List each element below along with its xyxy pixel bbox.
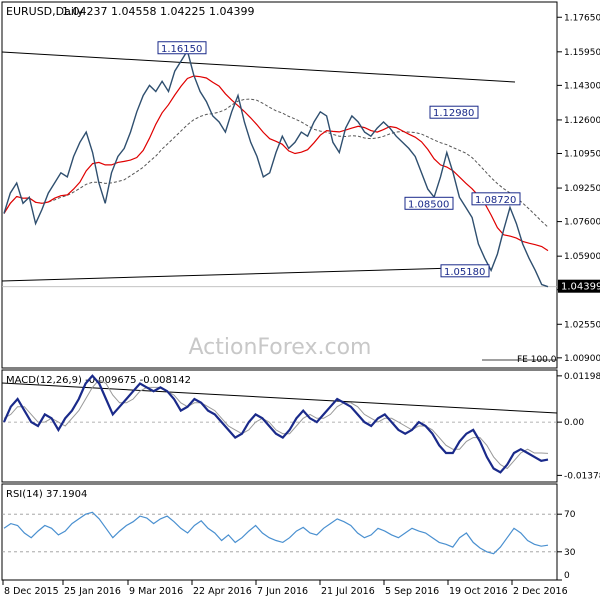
price-label-box: [404, 196, 454, 210]
rsi-y-tick-label: 0: [564, 571, 570, 581]
x-tick-label: 22 Apr 2016: [193, 586, 252, 597]
price-y-tick-label: 1.07600: [564, 218, 600, 228]
price-y-tick-label: 1.00900: [564, 354, 600, 364]
x-tick-label: 7 Jun 2016: [257, 586, 308, 597]
macd-series: [2, 374, 549, 474]
x-axis-ticks: 8 Dec 2015 25 Jan 2016 9 Mar 2016 22 Apr 20…: [2, 580, 568, 597]
price-labels: 1.16150 1.12980 1.08500 1.08720 1.05180: [157, 41, 521, 278]
x-tick-label: 19 Oct 2016: [449, 586, 508, 597]
price-panel-frame: [1, 1, 558, 369]
price-y-tick-label: 1.15950: [564, 48, 600, 58]
fe-annotation: FE 100.0: [517, 355, 557, 365]
macd-y-ticks: 0.011982 0.00 -0.013788: [2, 372, 600, 481]
price-y-tick-label: 1.09250: [564, 184, 600, 194]
lower-trendline: [1, 266, 491, 282]
current-price-box: [558, 279, 600, 293]
price-label-box: [471, 192, 521, 206]
price-y-tick-label: 1.17650: [564, 13, 600, 23]
macd-signal-series: [3, 379, 549, 470]
price-label-box: [157, 41, 207, 55]
price-label-box: [429, 105, 479, 119]
price-label-box: [440, 264, 490, 278]
macd-y-tick-label: 0.00: [564, 418, 584, 428]
upper-trendline: [1, 51, 516, 83]
ohlc-readout: 1.04237 1.04558 1.04225 1.04399: [62, 5, 254, 18]
price-label: 1.08720: [475, 195, 516, 206]
price-y-tick-label: 1.02550: [564, 320, 600, 330]
macd-y-tick-label: 0.011982: [564, 372, 600, 382]
price-label: 1.08500: [408, 199, 449, 210]
rsi-y-tick-label: 70: [564, 510, 576, 520]
x-tick-label: 21 Jul 2016: [321, 586, 375, 597]
price-label: 1.16150: [161, 44, 202, 55]
price-label: 1.12980: [433, 108, 474, 119]
ma-slow-series: [3, 98, 549, 228]
rsi-panel-frame: [1, 483, 558, 581]
x-tick-label: 5 Sep 2016: [385, 586, 439, 597]
price-label: 1.05180: [444, 267, 485, 278]
price-y-tick-label: 1.14300: [564, 81, 600, 91]
chart-title: EURUSD,Daily: [6, 5, 84, 18]
price-y-tick-label: 1.12600: [564, 116, 600, 126]
rsi-title: RSI(14) 37.1904: [6, 489, 87, 500]
x-tick-label: 9 Mar 2016: [129, 586, 183, 597]
macd-trendline: [1, 382, 558, 414]
watermark: ActionForex.com: [189, 335, 372, 360]
x-tick-label: 2 Dec 2016: [513, 586, 568, 597]
x-tick-label: 25 Jan 2016: [64, 586, 121, 597]
price-y-ticks: 1.17650 1.15950 1.14300 1.12600 1.10950 1.092…: [557, 13, 600, 364]
macd-y-tick-label: -0.013788: [564, 471, 600, 481]
price-y-tick-label: 1.05900: [564, 252, 600, 262]
macd-panel-frame: [1, 369, 558, 483]
rsi-y-tick-label: 30: [564, 548, 576, 558]
rsi-series: [3, 511, 549, 555]
current-price-label: 1.04399: [561, 282, 600, 293]
x-tick-label: 8 Dec 2015: [4, 586, 59, 597]
price-series: [3, 49, 549, 288]
price-y-tick-label: 1.10950: [564, 149, 600, 159]
